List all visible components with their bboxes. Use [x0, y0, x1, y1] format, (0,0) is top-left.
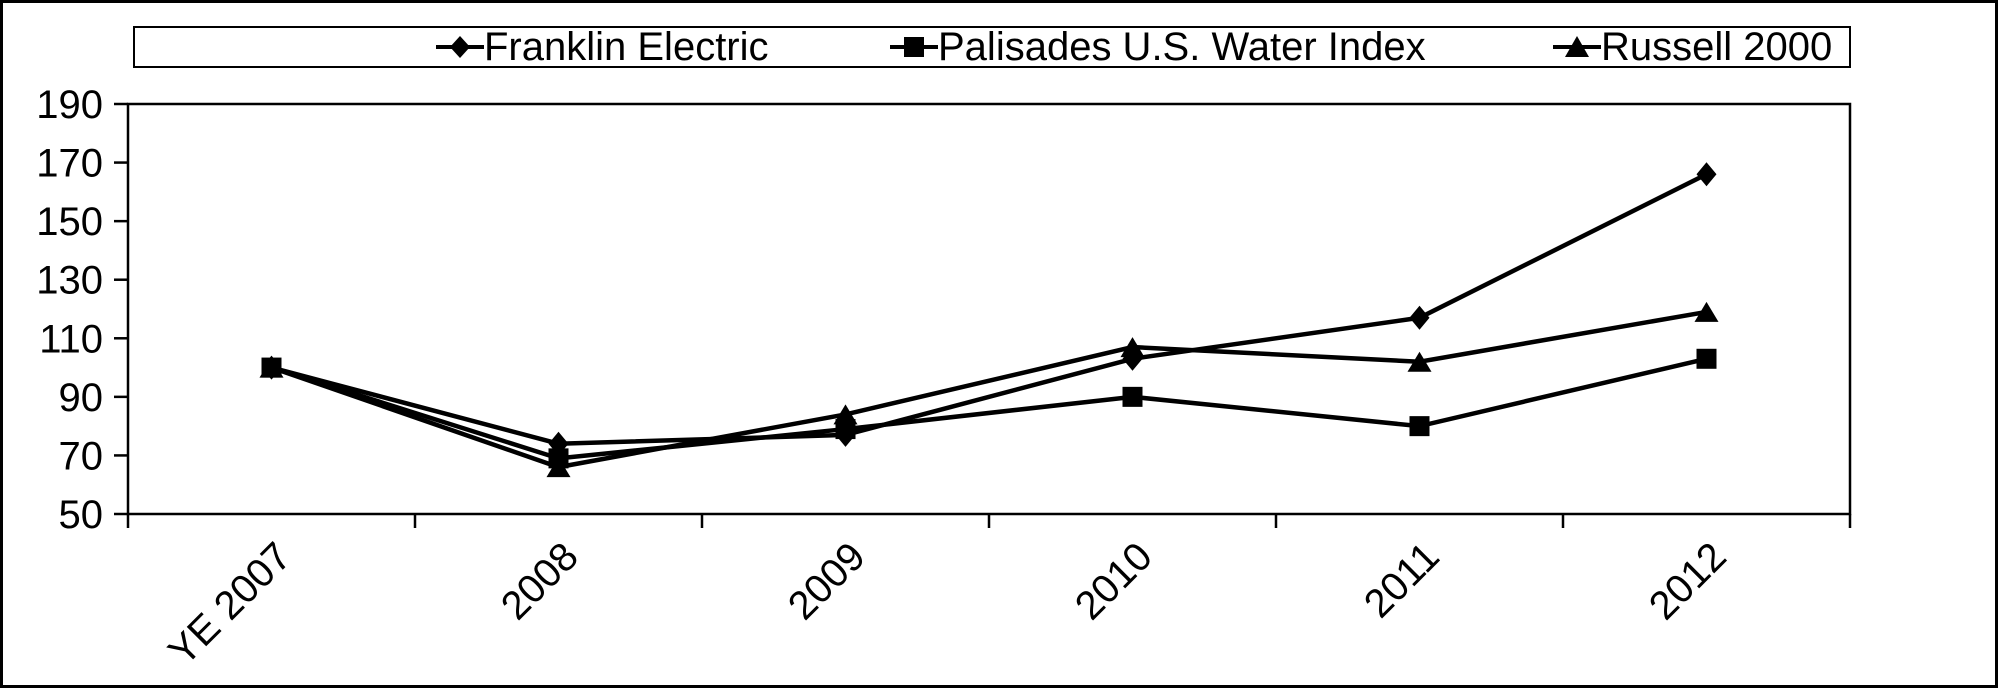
data-point-russell-2000: [1694, 301, 1719, 322]
y-axis-tick-label: 150: [36, 200, 103, 244]
data-point-franklin-electric: [1122, 346, 1143, 371]
data-point-palisades-u-s-water-index: [1696, 348, 1717, 369]
x-axis-tick-label: 2008: [493, 534, 587, 628]
y-axis-tick-label: 110: [39, 317, 103, 361]
diamond-icon: [436, 36, 484, 58]
series-line-franklin-electric: [270, 172, 1708, 446]
data-point-franklin-electric: [1409, 305, 1430, 330]
y-axis-tick-label: 90: [59, 376, 104, 420]
plot-area: 190 170 150 130 110 90 70 50 YE 2007 2008 2009 2010…: [36, 83, 1852, 674]
data-point-russell-2000: [1407, 351, 1432, 372]
x-axis-tick-label: 2012: [1641, 534, 1735, 628]
legend-label: Franklin Electric: [484, 25, 769, 69]
x-axis-tick-label: YE 2007: [160, 534, 300, 674]
series-line-russell-2000: [270, 309, 1707, 470]
triangle-icon: [1553, 36, 1601, 57]
x-axis-tick-label: 2010: [1067, 534, 1161, 628]
y-axis-tick-label: 130: [36, 259, 103, 303]
data-point-franklin-electric: [1696, 162, 1717, 187]
data-point-palisades-u-s-water-index: [1122, 386, 1143, 407]
y-axis-tick-label: 70: [59, 434, 104, 478]
y-axis-tick-label: 190: [36, 83, 103, 127]
chart-legend: Franklin Electric Palisades U.S. Water I…: [133, 26, 1851, 68]
x-axis-tick-label: 2009: [780, 534, 874, 628]
legend-label: Palisades U.S. Water Index: [938, 25, 1426, 69]
data-point-palisades-u-s-water-index: [548, 448, 569, 469]
data-point-palisades-u-s-water-index: [1409, 416, 1430, 437]
legend-label: Russell 2000: [1601, 25, 1833, 69]
y-axis-tick-label: 50: [59, 493, 104, 537]
series-line-palisades-u-s-water-index: [270, 356, 1708, 461]
data-point-franklin-electric: [548, 431, 569, 456]
legend-item-franklin-electric: Franklin Electric: [436, 25, 769, 69]
legend-item-russell-2000: Russell 2000: [1553, 25, 1833, 69]
y-axis-tick-label: 170: [36, 142, 103, 186]
data-point-franklin-electric: [261, 355, 282, 380]
x-axis-tick-label: 2011: [1356, 534, 1448, 626]
legend-item-palisades-water-index: Palisades U.S. Water Index: [890, 25, 1426, 69]
square-icon: [890, 37, 938, 57]
plot-border: [126, 102, 1852, 516]
data-point-franklin-electric: [835, 422, 856, 447]
